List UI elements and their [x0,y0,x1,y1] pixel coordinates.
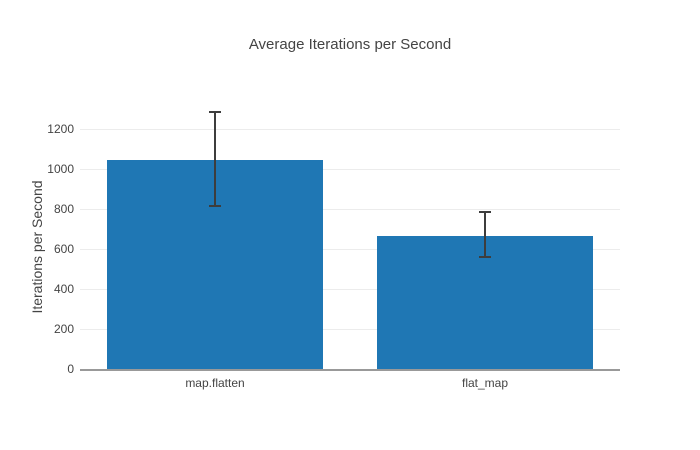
gridline [80,129,620,130]
gridline [80,289,620,290]
gridline [80,249,620,250]
y-tick-label: 200 [53,322,74,336]
error-bar-cap [209,111,221,113]
error-bar-line [214,112,216,206]
chart-title: Average Iterations per Second [248,36,452,53]
gridline [80,209,620,210]
y-tick-label: 1000 [47,162,74,176]
y-tick-label: 0 [67,362,74,376]
x-axis-line [80,369,620,371]
error-bar-cap [479,211,491,213]
y-tick-label: 1200 [47,122,74,136]
gridline [80,169,620,170]
x-tick-label: map.flatten [185,376,245,390]
error-bar-cap [479,256,491,258]
y-tick-label: 600 [53,242,74,256]
error-bar-line [484,212,486,257]
x-tick-label: flat_map [461,376,509,390]
gridline [80,329,620,330]
y-tick-label: 400 [53,282,74,296]
error-bar-cap [209,205,221,207]
bar-flat_map [377,236,593,369]
y-tick-label: 800 [53,202,74,216]
